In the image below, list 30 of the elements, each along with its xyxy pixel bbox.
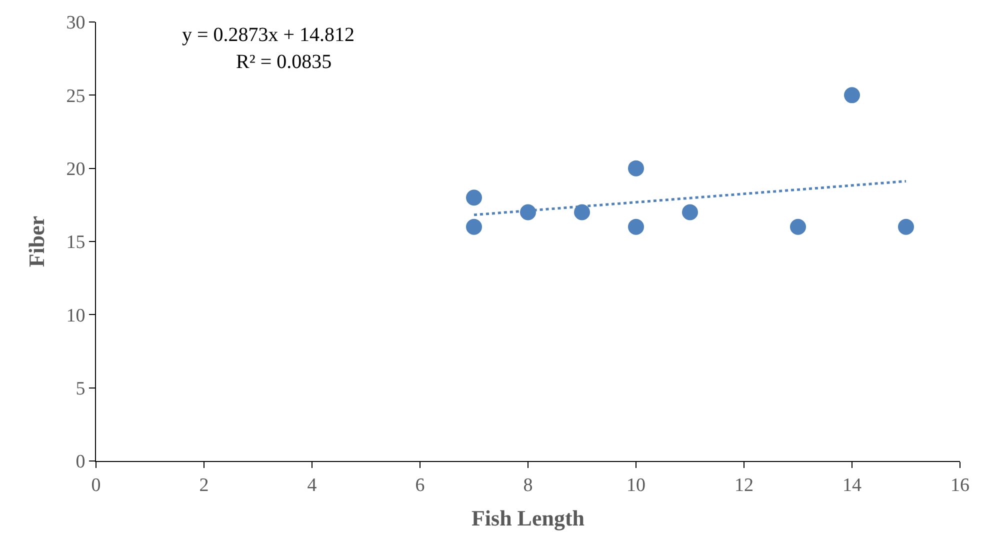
x-tick-label: 2	[199, 474, 209, 496]
point	[520, 204, 536, 220]
y-tick-label: 30	[66, 12, 86, 34]
x-axis-title: Fish Length	[471, 506, 585, 531]
y-axis-title: Fiber	[24, 216, 49, 268]
point	[790, 218, 806, 235]
x-tick-label: 6	[415, 474, 425, 496]
annotation: y = 0.2873x + 14.812	[182, 24, 355, 46]
annotation: R² = 0.0835	[236, 51, 332, 73]
x-tick-label: 10	[626, 474, 646, 496]
x-tick-label: 16	[950, 474, 970, 496]
x-tick-label: 0	[91, 474, 101, 496]
point	[898, 218, 914, 235]
y-tick-label: 10	[66, 305, 86, 326]
point	[466, 218, 482, 235]
y-tick-label: 25	[66, 86, 86, 107]
y-tick-label: 15	[66, 232, 86, 254]
point	[628, 218, 644, 235]
x-tick-label: 12	[734, 474, 754, 496]
y-tick-label: 0	[76, 452, 86, 473]
point	[844, 87, 860, 104]
y-tick-label: 20	[66, 158, 86, 180]
y-tick-label: 5	[76, 378, 86, 400]
point	[574, 204, 590, 220]
x-tick-label: 8	[523, 474, 533, 496]
point	[466, 190, 482, 206]
x-tick-label: 4	[307, 474, 318, 496]
point	[628, 160, 644, 176]
point	[682, 204, 698, 220]
x-tick-label: 14	[842, 474, 862, 496]
